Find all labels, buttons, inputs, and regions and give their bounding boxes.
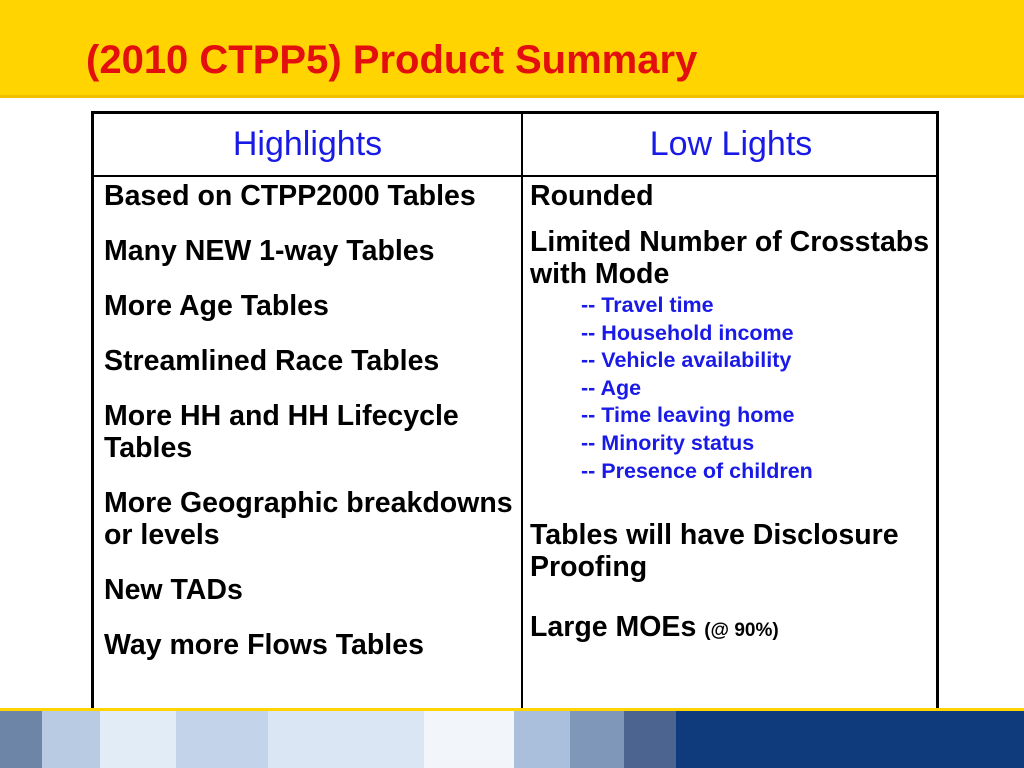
highlight-item: More HH and HH Lifecycle Tables: [104, 400, 459, 464]
lowlights-header: Low Lights: [649, 125, 813, 163]
crosstab-item: -- Time leaving home: [581, 403, 795, 428]
lowlight-disclosure: Tables will have Disclosure Proofing: [530, 519, 899, 584]
lowlight-rounded: Rounded: [530, 180, 654, 212]
crosstab-item: -- Travel time: [581, 293, 714, 317]
footer-block: [42, 708, 100, 768]
highlight-item: More Age Tables: [104, 290, 329, 322]
highlight-item: Based on CTPP2000 Tables: [104, 180, 476, 212]
summary-table: Highlights Low Lights Based on CTPP2000 …: [91, 111, 939, 712]
highlight-item: New TADs: [104, 574, 243, 606]
crosstab-item: -- Vehicle availability: [581, 348, 792, 373]
footer-block: [100, 708, 176, 768]
moe-note: (@ 90%): [704, 620, 779, 642]
footer-block: [268, 708, 424, 768]
footer-decoration: [0, 708, 1024, 768]
footer-block: [176, 708, 268, 768]
footer-block: [514, 708, 570, 768]
crosstab-item: -- Household income: [581, 320, 794, 345]
highlight-item: Way more Flows Tables: [104, 629, 424, 661]
title-band: (2010 CTPP5) Product Summary: [0, 0, 1024, 98]
crosstab-item: -- Age: [581, 375, 642, 400]
lowlights-cell: Rounded Limited Number of Crosstabs with…: [530, 180, 930, 661]
footer-block: [570, 708, 624, 768]
footer-block: [624, 708, 676, 768]
highlight-item: More Geographic breakdowns or levels: [104, 487, 513, 551]
slide-title: (2010 CTPP5) Product Summary: [86, 38, 698, 82]
lowlight-moe: Large MOEs (@ 90%): [530, 611, 930, 647]
crosstab-item: -- Presence of children: [581, 458, 813, 483]
lowlight-crosstabs: Limited Number of Crosstabs with Mode: [530, 226, 930, 290]
crosstab-item: -- Minority status: [581, 430, 755, 455]
header-divider: [94, 175, 936, 177]
footer-accent-line: [0, 708, 1024, 711]
moe-label: Large MOEs: [530, 611, 697, 644]
footer-block: [424, 708, 514, 768]
footer-block: [0, 708, 42, 768]
highlights-header: Highlights: [232, 125, 383, 163]
footer-block: [676, 708, 1024, 768]
highlight-item: Streamlined Race Tables: [104, 345, 440, 377]
column-divider: [521, 114, 523, 709]
highlights-cell: Based on CTPP2000 Tables Many NEW 1-way …: [104, 180, 514, 684]
highlight-item: Many NEW 1-way Tables: [104, 235, 435, 267]
crosstab-list: -- Travel time -- Household income -- Ve…: [581, 292, 930, 485]
